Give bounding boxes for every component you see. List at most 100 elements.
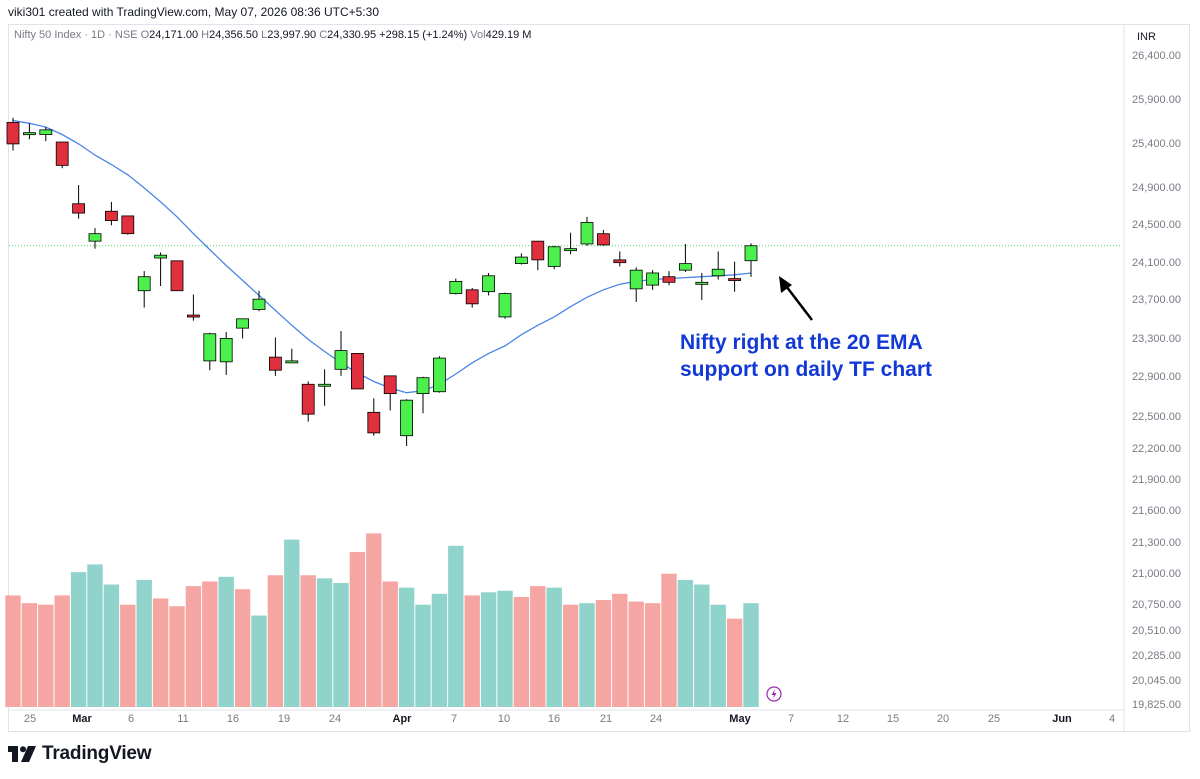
candle-body <box>252 298 266 310</box>
open-label: O <box>140 29 150 41</box>
y-tick-label: 20,285.00 <box>1132 650 1181 662</box>
volume-bar <box>398 587 415 707</box>
y-tick-label: 25,900.00 <box>1132 94 1181 106</box>
volume-bar <box>743 603 759 707</box>
volume-bar <box>103 584 120 707</box>
ohlc-legend: Nifty 50 Index · 1D · NSE O24,171.00 H24… <box>14 29 531 41</box>
y-tick-label: 20,045.00 <box>1132 675 1181 687</box>
x-tick-label: 12 <box>837 713 849 725</box>
candle-body <box>186 314 200 318</box>
candle-body <box>531 240 545 261</box>
y-tick-label: 22,200.00 <box>1132 443 1181 455</box>
volume-bar <box>202 581 218 707</box>
candle-body <box>564 248 577 252</box>
ema-20-line <box>12 119 752 394</box>
candle-layer <box>6 117 758 446</box>
volume-bar <box>513 596 530 707</box>
x-tick-label: 24 <box>650 713 662 725</box>
volume-bar <box>530 586 546 707</box>
volume-bar <box>366 533 382 707</box>
volume-bar <box>480 592 497 707</box>
x-tick-label: 15 <box>887 713 899 725</box>
candle-body <box>597 233 610 246</box>
x-tick-label: 25 <box>24 713 36 725</box>
volume-bar <box>464 595 480 707</box>
candle-body <box>728 278 741 281</box>
volume-bar <box>546 587 562 707</box>
candle-body <box>547 246 561 267</box>
x-tick-label: 16 <box>227 713 239 725</box>
y-tick-label: 25,400.00 <box>1132 138 1181 150</box>
candle-body <box>22 132 36 136</box>
annotation-text: Nifty right at the 20 EMA <box>680 331 923 354</box>
symbol-label[interactable]: Nifty 50 Index · 1D · NSE <box>14 29 138 41</box>
chart-frame[interactable] <box>8 24 1190 732</box>
candle-body <box>318 383 332 387</box>
candle-body <box>629 269 643 290</box>
candle-body <box>219 338 233 363</box>
y-tick-label: 21,900.00 <box>1132 474 1181 486</box>
open-value: 24,171.00 <box>149 29 199 41</box>
candle-body <box>449 280 463 294</box>
candle-body <box>679 263 692 271</box>
candle-body <box>105 210 118 221</box>
close-label: C <box>319 29 328 41</box>
volume-bar <box>677 579 694 707</box>
candle-body <box>613 259 627 264</box>
volume-bar <box>661 573 677 707</box>
candle-body <box>416 377 430 395</box>
candle-body <box>334 350 348 370</box>
x-tick-label: 7 <box>788 713 794 725</box>
high-label: H <box>201 29 210 41</box>
currency-label: INR <box>1137 31 1156 43</box>
candle-body <box>498 293 512 318</box>
candle-body <box>744 245 758 262</box>
x-tick-label: May <box>729 713 751 725</box>
y-tick-label: 26,400.00 <box>1132 50 1181 62</box>
candle-body <box>39 129 53 135</box>
volume-bar <box>21 603 38 707</box>
x-tick-label: 25 <box>988 713 1000 725</box>
candle-body <box>121 215 135 235</box>
y-tick-label: 24,500.00 <box>1132 219 1181 231</box>
candle-body <box>236 318 250 329</box>
x-tick-label: 11 <box>177 713 188 725</box>
volume-bar <box>251 615 267 707</box>
x-tick-label: 4 <box>1109 713 1115 725</box>
candle-body <box>711 268 725 277</box>
tradingview-logo-icon <box>8 746 36 762</box>
time-axis: 25 Mar 6 11 16 19 24 Apr 7 10 16 21 24 May 7 12 15 20 25 Ju… <box>24 713 1115 725</box>
volume-bar <box>562 604 579 707</box>
candle-body <box>482 275 496 293</box>
candle-body <box>154 254 168 259</box>
volume-bar <box>152 598 169 707</box>
volume-bar <box>579 603 595 707</box>
volume-bar <box>333 583 349 707</box>
byline: viki301 created with TradingView.com, Ma… <box>8 5 379 19</box>
volume-bar <box>316 578 333 707</box>
y-tick-label: 20,510.00 <box>1132 625 1181 637</box>
candle-body <box>383 375 397 395</box>
volume-bar <box>70 572 87 707</box>
volume-bar <box>382 581 398 707</box>
volume-bar <box>644 603 661 707</box>
candle-body <box>350 352 364 390</box>
y-tick-label: 23,700.00 <box>1132 294 1181 306</box>
volume-bar <box>595 600 612 707</box>
candle-body <box>432 357 446 393</box>
volume-layer <box>5 533 759 707</box>
ema-layer <box>12 119 752 394</box>
volume-bar <box>136 579 152 707</box>
candle-body <box>646 272 659 286</box>
price-chart[interactable]: 26,400.00 25,900.00 25,400.00 24,900.00 24,5… <box>0 0 1200 740</box>
volume-bar <box>87 564 103 707</box>
candle-body <box>55 141 69 166</box>
annotation-layer: Nifty right at the 20 EMA support on dail… <box>680 276 932 702</box>
y-tick-label: 21,300.00 <box>1132 537 1181 549</box>
volume-bar <box>726 618 743 707</box>
x-tick-label: 24 <box>329 713 341 725</box>
high-value: 24,356.50 <box>209 29 259 41</box>
tradingview-logo[interactable]: TradingView <box>8 743 152 765</box>
volume-bar <box>120 604 136 707</box>
x-tick-label: 20 <box>937 713 949 725</box>
